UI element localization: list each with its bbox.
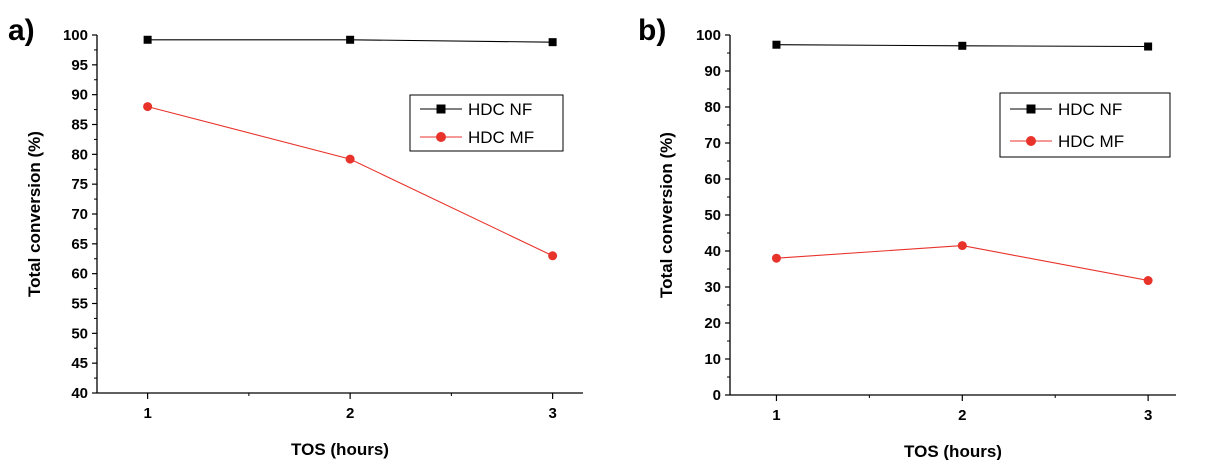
panel-label: b) bbox=[638, 14, 666, 47]
y-tick-label: 50 bbox=[71, 325, 88, 342]
data-point-square bbox=[772, 40, 781, 49]
legend-marker-square bbox=[1026, 104, 1036, 114]
y-tick-label: 45 bbox=[71, 355, 88, 372]
data-point-square bbox=[143, 35, 152, 44]
y-tick-label: 95 bbox=[71, 57, 88, 74]
y-tick-label: 60 bbox=[704, 171, 721, 188]
y-tick-label: 80 bbox=[704, 99, 721, 116]
legend-box bbox=[409, 94, 564, 152]
x-tick-label: 1 bbox=[772, 407, 780, 424]
x-tick-label: 2 bbox=[346, 405, 354, 422]
data-point-circle bbox=[345, 154, 355, 164]
y-tick-label: 100 bbox=[63, 27, 88, 44]
legend-marker-circle bbox=[436, 132, 446, 142]
chart-panel-b: b) 0 10 20 30 40 50 60 70 80 90 100 1 2 3 TOS (hours) To… bbox=[638, 14, 1176, 460]
y-axis-title: Total conversion (%) bbox=[25, 131, 44, 297]
series-line bbox=[776, 245, 1149, 282]
chart-panel-a: a) 40 45 50 55 60 65 70 75 80 85 90 95 100 1 2 3 TOS (hou… bbox=[8, 14, 583, 459]
y-tick-label: 90 bbox=[704, 63, 721, 80]
y-tick-label: 90 bbox=[71, 87, 88, 104]
y-tick-label: 20 bbox=[704, 315, 721, 332]
x-axis-title: TOS (hours) bbox=[291, 440, 389, 459]
data-point-circle bbox=[143, 102, 153, 112]
y-tick-label: 70 bbox=[71, 206, 88, 223]
y-axis-title: Total conversion (%) bbox=[657, 132, 676, 298]
data-point-circle bbox=[957, 241, 967, 251]
y-tick-label: 75 bbox=[71, 176, 88, 193]
legend-label: HDC MF bbox=[468, 128, 534, 147]
legend-marker-square bbox=[436, 104, 446, 114]
legend-marker-circle bbox=[1026, 136, 1036, 146]
data-point-square bbox=[958, 41, 967, 50]
x-tick-label: 3 bbox=[548, 405, 556, 422]
y-tick-label: 40 bbox=[704, 243, 721, 260]
legend-label: HDC NF bbox=[468, 100, 532, 119]
y-tick-label: 55 bbox=[71, 296, 88, 313]
data-point-square bbox=[548, 38, 557, 47]
legend-label: HDC MF bbox=[1058, 132, 1124, 151]
y-tick-label: 40 bbox=[71, 385, 88, 402]
y-tick-label: 50 bbox=[704, 207, 721, 224]
y-tick-label: 100 bbox=[696, 27, 721, 44]
x-tick-label: 3 bbox=[1144, 407, 1152, 424]
data-point-square bbox=[346, 35, 355, 44]
y-tick-label: 65 bbox=[71, 236, 88, 253]
panel-label: a) bbox=[8, 14, 35, 47]
y-tick-label: 10 bbox=[704, 351, 721, 368]
data-point-circle bbox=[771, 253, 781, 263]
x-tick-label: 2 bbox=[958, 407, 966, 424]
data-point-circle bbox=[1143, 276, 1153, 286]
data-point-circle bbox=[548, 251, 558, 261]
data-point-square bbox=[1144, 42, 1153, 51]
y-tick-label: 85 bbox=[71, 117, 88, 134]
x-axis-title: TOS (hours) bbox=[904, 442, 1002, 460]
y-tick-label: 80 bbox=[71, 146, 88, 163]
legend-label: HDC NF bbox=[1058, 100, 1122, 119]
legend-box bbox=[999, 92, 1171, 158]
y-tick-label: 70 bbox=[704, 135, 721, 152]
y-tick-label: 60 bbox=[71, 266, 88, 283]
x-tick-label: 1 bbox=[143, 405, 151, 422]
y-tick-label: 30 bbox=[704, 279, 721, 296]
y-tick-label: 0 bbox=[713, 387, 721, 404]
